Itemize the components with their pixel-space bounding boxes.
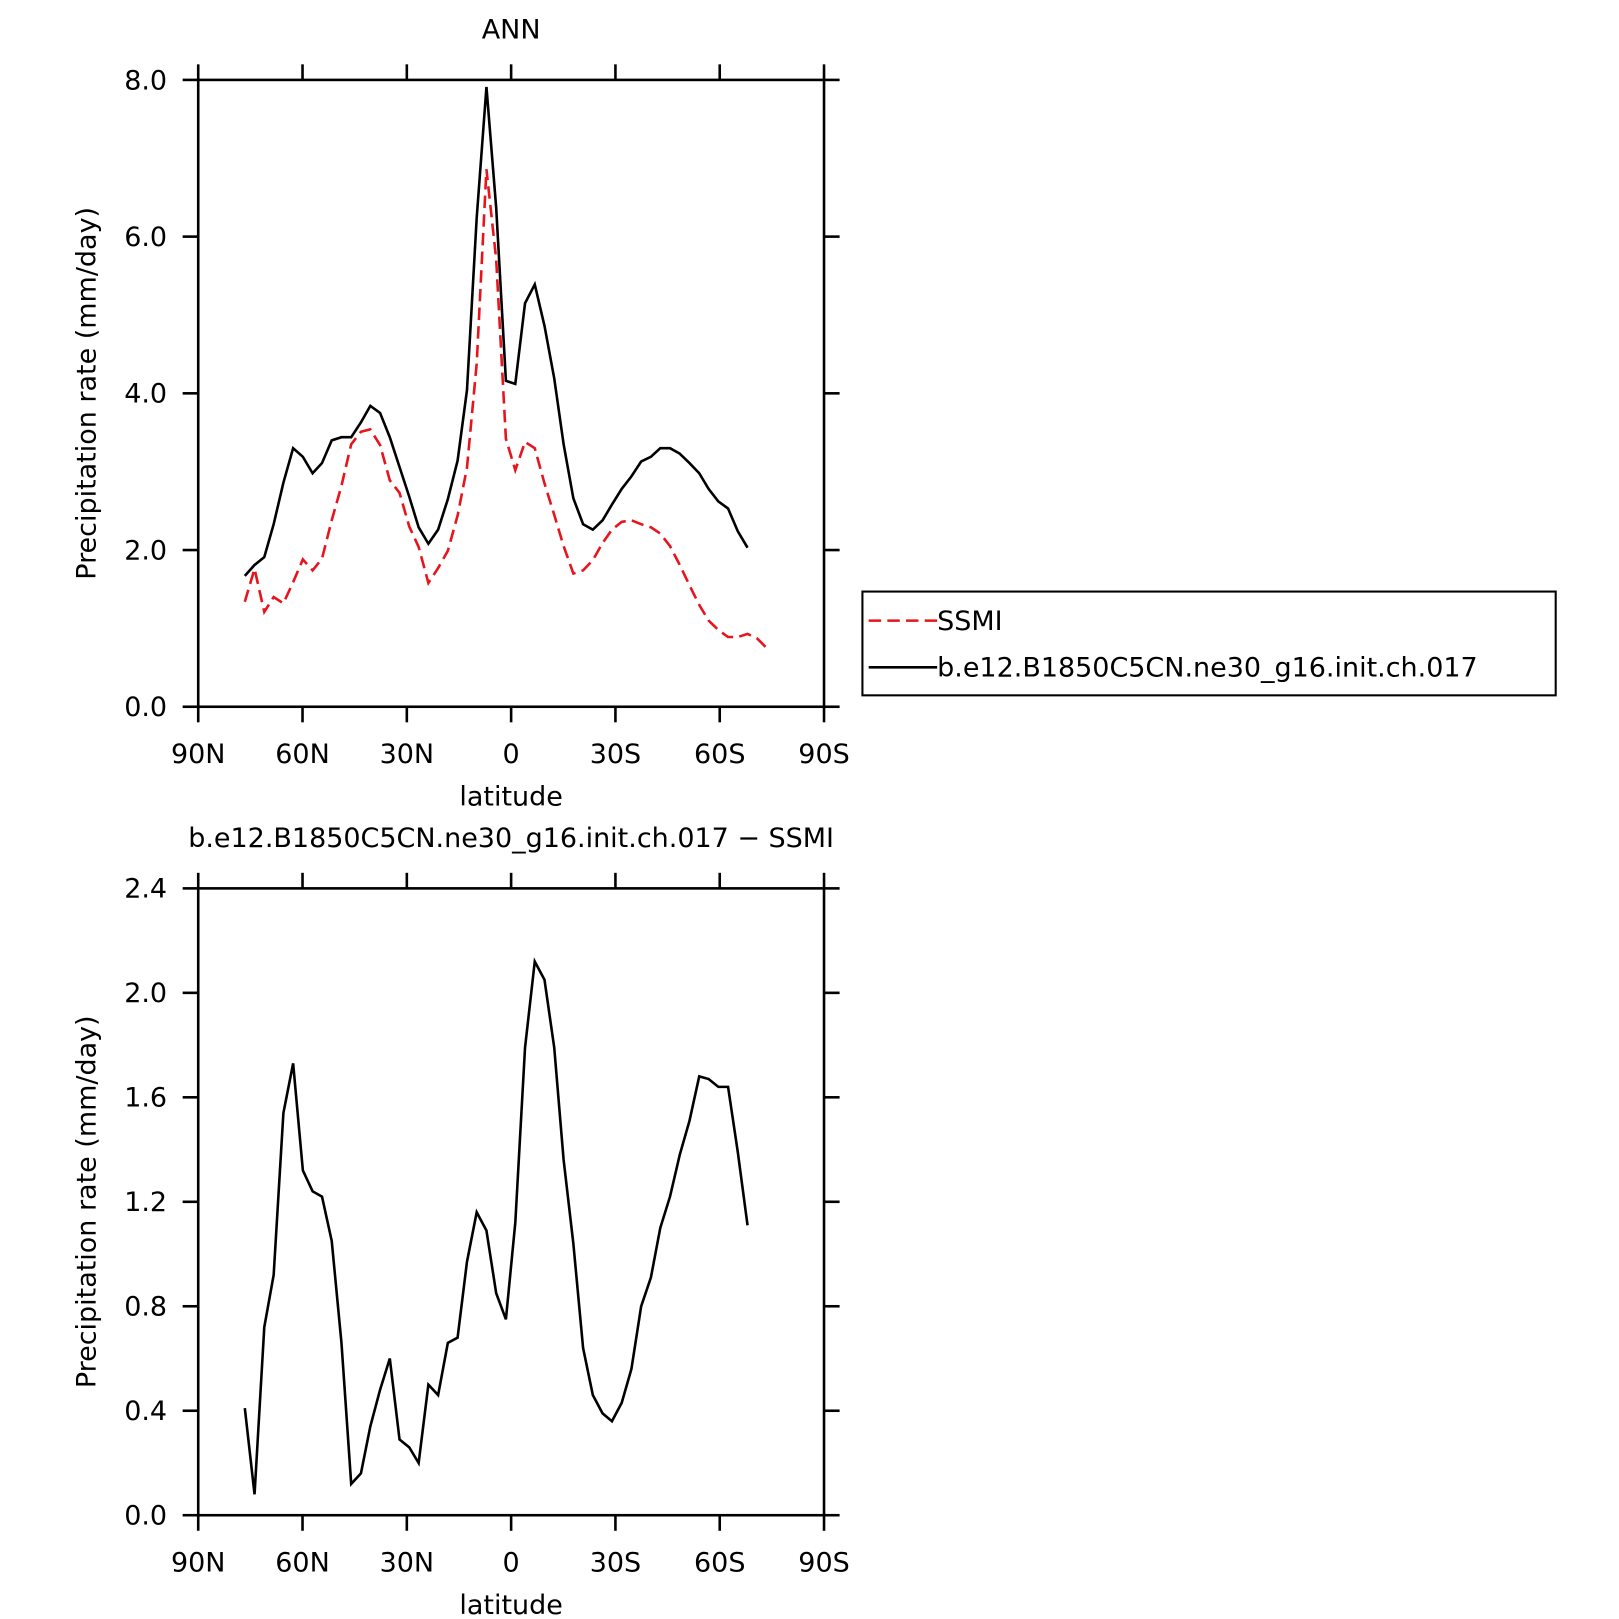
- x-axis-label: latitude: [459, 781, 562, 812]
- y-tick-label: 8.0: [124, 65, 167, 96]
- y-tick-label: 1.2: [124, 1187, 167, 1218]
- x-tick-label: 30N: [380, 1547, 435, 1578]
- x-tick-label: 0: [503, 739, 520, 770]
- plot-frame: [196, 78, 826, 709]
- x-tick-label: 90S: [798, 739, 849, 770]
- chart-title: ANN: [482, 14, 541, 45]
- y-tick-label: 0.8: [124, 1292, 167, 1323]
- data-line: [243, 957, 749, 1495]
- y-tick-label: 2.0: [124, 978, 167, 1009]
- x-tick-label: 30N: [380, 739, 435, 770]
- data-line: [243, 86, 749, 577]
- y-tick-label: 0.0: [124, 692, 167, 723]
- legend-box: [861, 590, 1557, 697]
- y-axis-label: Precipitation rate (mm/day): [71, 207, 102, 580]
- y-tick-label: 0.4: [124, 1396, 167, 1427]
- x-axis-label: latitude: [459, 1590, 562, 1619]
- y-tick-label: 2.4: [124, 874, 167, 905]
- x-tick-label: 90S: [798, 1547, 849, 1578]
- chart-title: b.e12.B1850C5CN.ne30_g16.init.ch.017 − S…: [188, 823, 834, 854]
- x-tick-label: 60S: [694, 739, 745, 770]
- plot-frame: [196, 887, 826, 1517]
- y-tick-label: 2.0: [124, 535, 167, 566]
- legend-label: b.e12.B1850C5CN.ne30_g16.init.ch.017: [937, 653, 1478, 684]
- x-tick-label: 30S: [590, 1547, 641, 1578]
- y-tick-label: 1.6: [124, 1083, 167, 1114]
- x-tick-label: 90N: [171, 739, 226, 770]
- x-tick-label: 60N: [275, 739, 330, 770]
- legend-label: SSMI: [937, 606, 1002, 637]
- data-line: [243, 169, 768, 649]
- y-axis-label: Precipitation rate (mm/day): [71, 1015, 102, 1388]
- y-tick-label: 6.0: [124, 222, 167, 253]
- y-tick-label: 4.0: [124, 379, 167, 410]
- x-tick-label: 30S: [590, 739, 641, 770]
- y-tick-label: 0.0: [124, 1501, 167, 1532]
- x-tick-label: 0: [503, 1547, 520, 1578]
- x-tick-label: 90N: [171, 1547, 226, 1578]
- x-tick-label: 60S: [694, 1547, 745, 1578]
- x-tick-label: 60N: [275, 1547, 330, 1578]
